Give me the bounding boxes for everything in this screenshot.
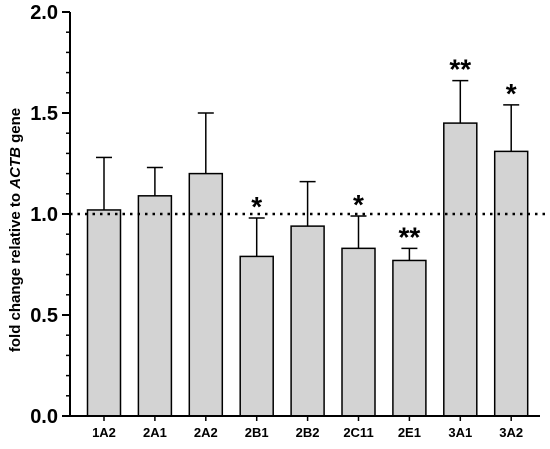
y-axis-title-suffix: gene [7,108,24,147]
bar [341,247,376,417]
bar [239,255,274,417]
significance-marker: ** [399,221,421,252]
significance-marker: * [353,189,364,220]
bar [188,172,224,417]
y-tick-label: 1.0 [30,204,58,226]
plot-area: 1A2 2A1 2A2 * 2B1 2B2 * 2C11 ** 2E1 ** 3A1 * 3A2 0.0 0.… [30,2,545,440]
bar [443,122,478,417]
bar [493,150,529,417]
bar [392,259,427,417]
x-tick-label: 2C11 [343,425,373,440]
x-tick-label: 2A1 [143,425,167,440]
x-tick-label: 1A2 [92,425,116,440]
y-axis-title-gene: ACTB [7,147,24,190]
significance-marker: * [251,191,262,222]
y-tick-label: 2.0 [30,2,58,24]
bar [137,195,173,417]
significance-marker: ** [449,54,471,85]
x-tick-label: 3A2 [499,425,523,440]
y-axis-title-prefix: fold change relative to [7,189,24,352]
bar [290,225,325,417]
y-axis-title: fold change relative to ACTB gene [7,108,24,352]
y-tick-label: 0.0 [30,406,58,428]
x-tick-label: 2B2 [296,425,320,440]
significance-marker: * [506,78,517,109]
x-tick-label: 2B1 [245,425,269,440]
y-tick-label: 0.5 [30,305,58,327]
x-tick-label: 2E1 [398,425,421,440]
y-tick-label: 1.5 [30,103,58,125]
x-tick-label: 2A2 [194,425,218,440]
bar [86,209,122,417]
x-tick-label: 3A1 [448,425,472,440]
